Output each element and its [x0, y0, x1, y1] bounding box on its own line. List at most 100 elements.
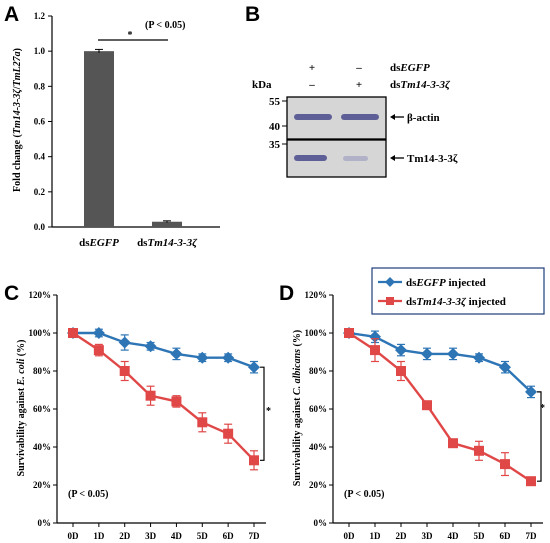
panel-c-ytick-label: 120%	[29, 290, 52, 300]
panel-d-point-tm	[344, 328, 354, 338]
panel-c-line-chart: Survivability against E. coli (%) (P < 0…	[16, 290, 271, 541]
panel-c-point-egfp	[170, 347, 183, 360]
panel-c-ytick-label: 40%	[33, 442, 51, 452]
panel-a-ytick-label: 0.4	[34, 152, 46, 162]
blot-marker-55: 55	[269, 96, 281, 108]
panel-a-ytick-label: 0.6	[34, 117, 46, 127]
panel-d-point-egfp	[525, 385, 537, 398]
panel-c-pvalue: (P < 0.05)	[68, 489, 108, 500]
panel-d-xtick-label: 6D	[500, 531, 512, 541]
panel-c-sig-bracket	[260, 366, 265, 461]
panel-b-letter: B	[245, 3, 260, 26]
panel-d-xtick-label: 3D	[422, 531, 434, 541]
blot-row2-sign-lane2: +	[356, 79, 362, 91]
panel-d-point-tm	[396, 366, 406, 376]
blot-actin-band-lane1	[294, 114, 332, 120]
legend-marker-tm	[386, 297, 394, 305]
blot-row2-label: dsTm14-3-3ζ	[390, 79, 451, 91]
panel-c-xtick-label: 0D	[68, 531, 80, 541]
panel-c-point-tm	[68, 328, 78, 338]
panel-d-point-tm	[448, 438, 458, 449]
panel-d-point-tm	[500, 459, 510, 470]
panel-c-point-egfp	[248, 361, 260, 374]
blot-row1-sign-lane2: –	[355, 62, 362, 74]
panel-d-xtick-label: 1D	[370, 531, 382, 541]
blot-kda-label: kDa	[252, 79, 272, 91]
panel-c-ytick-label: 100%	[29, 328, 52, 338]
panel-a-bar	[152, 221, 182, 227]
panel-a-ytick-label: 1.0	[34, 46, 46, 56]
panel-d-xtick-label: 0D	[344, 531, 356, 541]
panel-a-sig-star: *	[128, 30, 133, 41]
panel-c-ytick-label: 20%	[33, 480, 51, 490]
panel-c-point-egfp	[92, 327, 105, 339]
panel-a-bar-chart: Fold change (Tm14-3-3ζ/TmL27a) dsEGFP ds…	[12, 11, 220, 249]
panel-d-point-egfp	[369, 330, 381, 343]
panel-d-point-egfp	[447, 347, 459, 360]
panel-c-xtick-label: 1D	[93, 531, 105, 541]
legend-label-tm: dsTm14-3-3ζ injected	[406, 296, 506, 308]
panel-d-xtick-label: 5D	[474, 531, 486, 541]
panel-c-ytick-label: 60%	[33, 404, 51, 414]
blot-1433-band-lane2	[343, 156, 368, 161]
blot-row2-sign-lane1: –	[308, 79, 315, 91]
panel-c-xtick-label: 6D	[223, 531, 235, 541]
panel-c-point-egfp	[118, 336, 131, 349]
blot-marker-35: 35	[269, 139, 281, 151]
blot-actin-label: β-actin	[407, 112, 440, 124]
panel-c-point-egfp	[222, 351, 235, 364]
panel-c-xtick-label: 3D	[145, 531, 157, 541]
panel-d-ytick-label: 60%	[309, 404, 327, 414]
panel-c-sig-star: *	[266, 406, 271, 417]
panel-b-western-blot: + – dsEGFP – + dsTm14-3-3ζ kDa 55 40 35 …	[252, 62, 458, 178]
legend: dsEGFP injected dsTm14-3-3ζ injected	[371, 267, 545, 315]
panel-a-bar	[84, 51, 114, 227]
panel-c-point-tm	[249, 455, 259, 466]
legend-box	[371, 267, 545, 315]
blot-1433-label: Tm14-3-3ζ	[407, 153, 458, 165]
blot-marker-40: 40	[269, 121, 281, 133]
panel-a-ytick-label: 0.2	[34, 187, 46, 197]
panel-d-series-line-egfp	[348, 331, 532, 393]
panel-d-ytick-label: 20%	[309, 480, 327, 490]
blot-row1-label: dsEGFP	[390, 62, 430, 74]
panel-d-sig-star: *	[540, 403, 545, 414]
panel-d-point-egfp	[499, 361, 511, 374]
panel-d-ytick-label: 80%	[309, 366, 327, 376]
panel-c-point-tm	[171, 396, 182, 407]
panel-a-category-egfp: dsEGFP	[79, 237, 119, 249]
panel-c-point-tm	[145, 390, 156, 401]
blot-1433-band-lane1	[294, 155, 327, 161]
panel-d-point-tm	[526, 476, 536, 487]
panel-c-point-tm	[93, 345, 104, 356]
panel-d-point-tm	[474, 445, 484, 456]
panel-c-ylabel: Survivability against E. coli (%)	[16, 340, 27, 477]
panel-c-point-egfp	[144, 340, 157, 353]
panel-c-point-tm	[197, 417, 208, 428]
panel-c-ytick-label: 80%	[33, 366, 51, 376]
panel-d-point-egfp	[473, 351, 485, 364]
blot-lower-membrane	[286, 139, 387, 178]
panel-a-letter: A	[4, 3, 19, 26]
panel-d-series-line-tm	[348, 331, 532, 483]
panel-d-point-tm	[370, 345, 380, 356]
panel-d-ytick-label: 100%	[305, 328, 328, 338]
panel-a-category-tm: dsTm14-3-3ζ	[137, 237, 198, 249]
panel-c-point-tm	[223, 428, 234, 439]
panel-d-pvalue: (P < 0.05)	[344, 489, 384, 500]
panel-d-point-egfp	[421, 347, 433, 360]
panel-d-ytick-label: 0%	[314, 518, 328, 528]
panel-a-pvalue: (P < 0.05)	[145, 20, 185, 31]
panel-d-xtick-label: 2D	[396, 531, 408, 541]
panel-a-ytick-label: 1.2	[34, 11, 46, 21]
panel-a-ylabel: Fold change (Tm14-3-3ζ/TmL27a)	[12, 48, 23, 192]
legend-label-egfp: dsEGFP injected	[406, 277, 486, 289]
blot-row1-sign-lane1: +	[309, 62, 315, 74]
panel-d-xtick-label: 7D	[526, 531, 538, 541]
panel-d-point-egfp	[395, 344, 407, 357]
panel-c-xtick-label: 2D	[119, 531, 131, 541]
panel-d-letter: D	[279, 282, 294, 305]
panel-c-ytick-label: 0%	[38, 518, 52, 528]
panel-c-point-tm	[119, 366, 130, 376]
panel-d-ylabel: Survivability against C. albicans (%)	[292, 330, 303, 486]
